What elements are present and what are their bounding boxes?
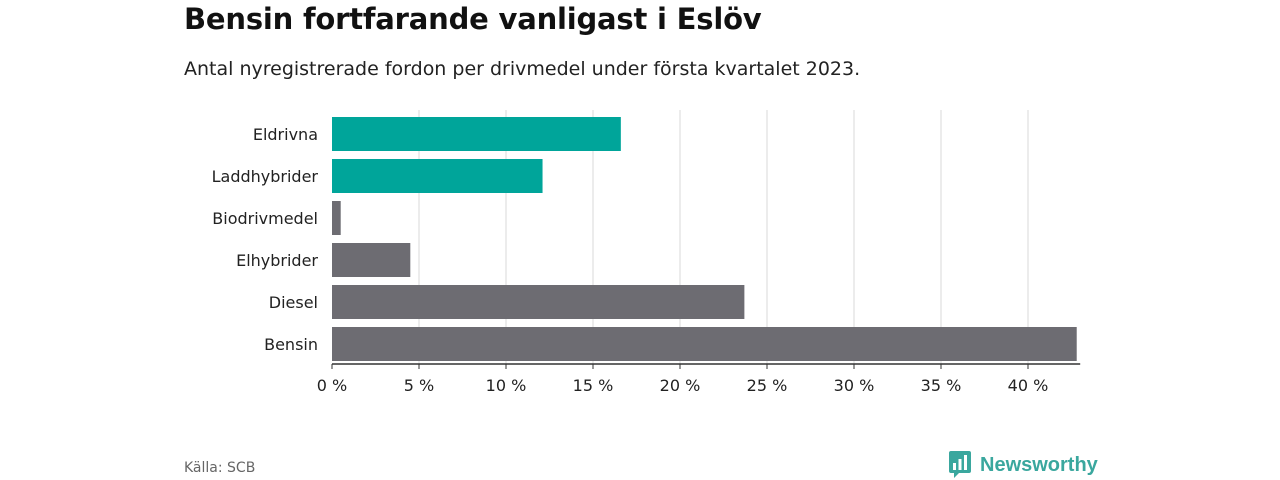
category-labels: Eldrivna Laddhybrider Biodrivmedel Elhybrid… xyxy=(212,125,319,354)
brand-name: Newsworthy xyxy=(980,453,1098,476)
bars xyxy=(332,117,1077,361)
bar-bensin xyxy=(332,327,1077,361)
x-tick-label: 40 % xyxy=(1008,376,1049,395)
grid-lines xyxy=(331,110,1029,369)
x-tick-label: 35 % xyxy=(921,376,962,395)
x-tick-label: 0 % xyxy=(317,376,347,395)
bar-eldrivna xyxy=(332,117,621,151)
x-tick-label: 5 % xyxy=(404,376,434,395)
x-tick-label: 30 % xyxy=(834,376,875,395)
category-label: Diesel xyxy=(269,293,318,312)
bar-laddhybrider xyxy=(332,159,543,193)
bar-elhybrider xyxy=(332,243,411,277)
category-label: Bensin xyxy=(264,335,318,354)
chart-title: Bensin fortfarande vanligast i Eslöv xyxy=(184,2,762,36)
category-label: Elhybrider xyxy=(236,251,318,270)
x-tick-label: 10 % xyxy=(486,376,527,395)
bar-biodrivmedel xyxy=(332,201,341,235)
bar-diesel xyxy=(332,285,745,319)
x-tick-label: 20 % xyxy=(660,376,701,395)
category-label: Eldrivna xyxy=(253,125,318,144)
category-label: Laddhybrider xyxy=(212,167,319,186)
x-tick-label: 25 % xyxy=(747,376,788,395)
category-label: Biodrivmedel xyxy=(212,209,318,228)
tick-labels: 0 % 5 % 10 % 15 % 20 % 25 % 30 % 35 % 40 % xyxy=(317,376,1049,395)
source-text: Källa: SCB xyxy=(184,460,256,476)
chart-subtitle: Antal nyregistrerade fordon per drivmede… xyxy=(184,58,861,80)
x-tick-label: 15 % xyxy=(573,376,614,395)
newsworthy-logo-icon xyxy=(949,451,971,478)
brand-logo: Newsworthy xyxy=(948,450,1098,480)
